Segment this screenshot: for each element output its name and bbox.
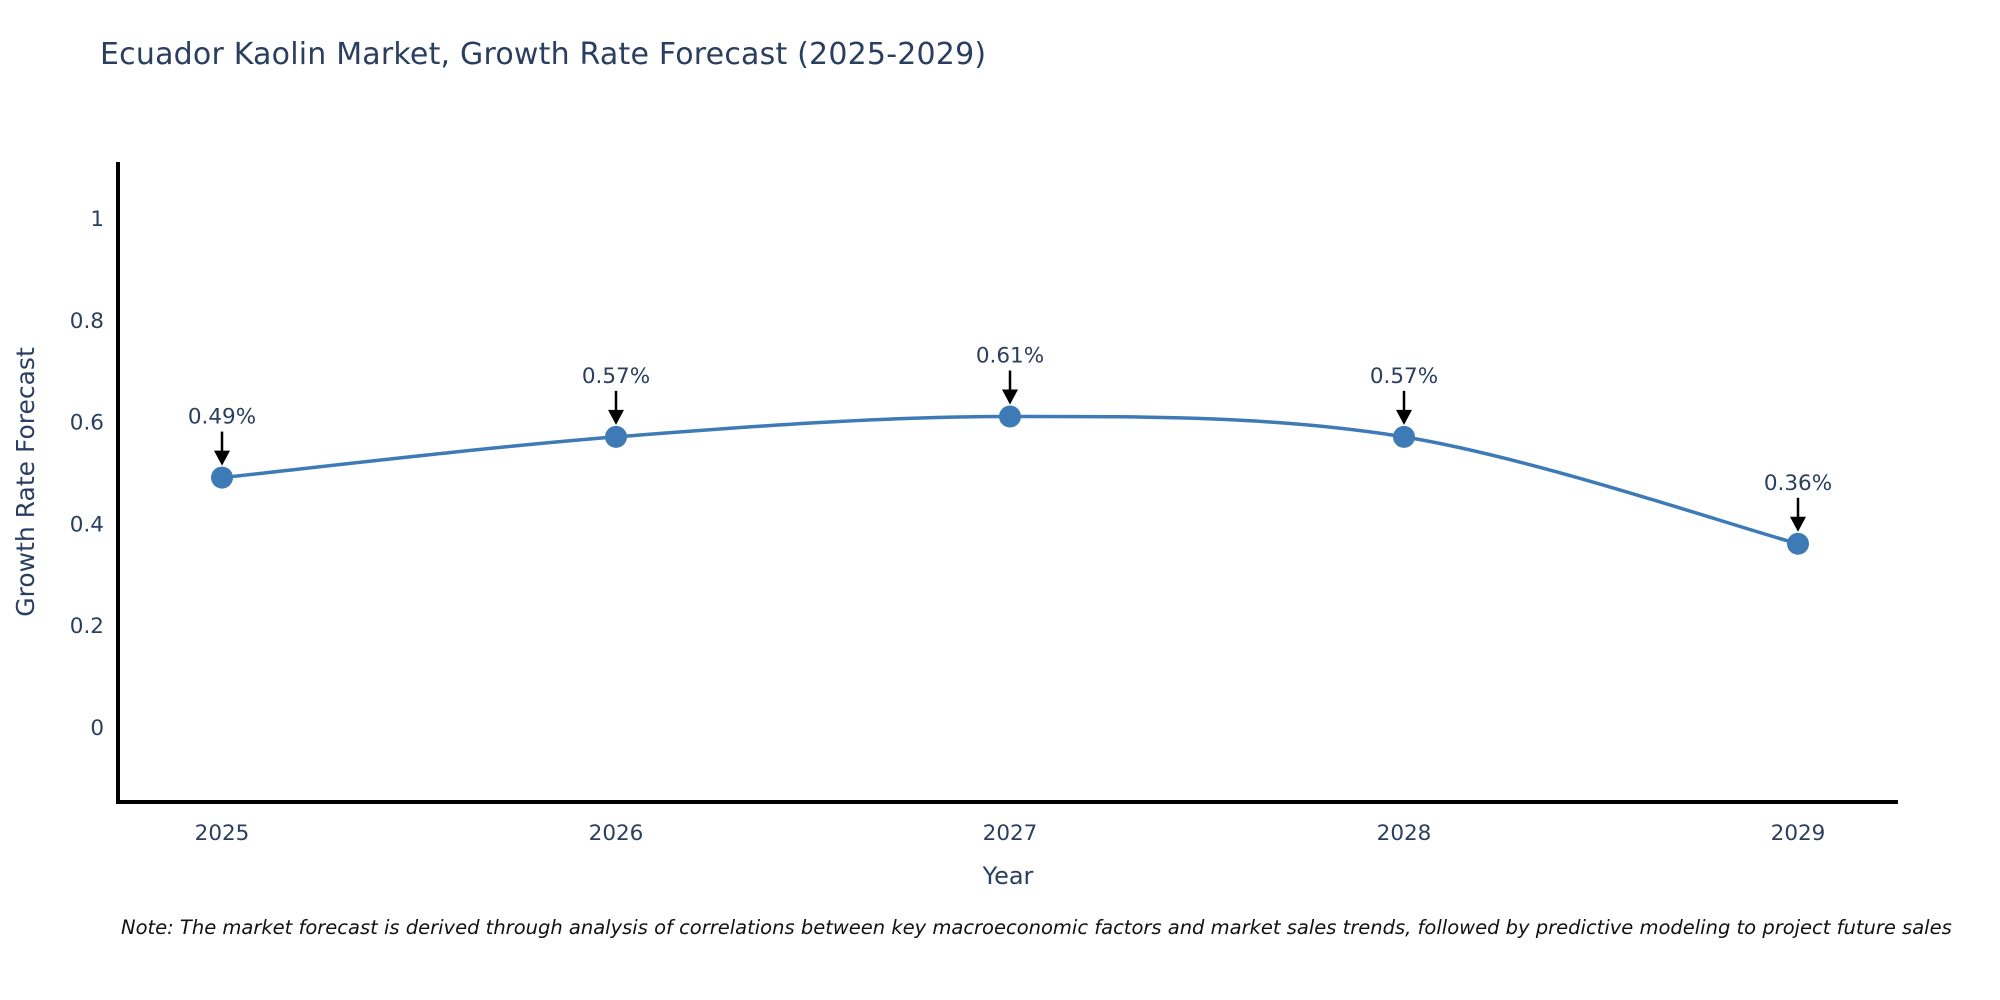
footnote: Note: The market forecast is derived thr… bbox=[121, 916, 1952, 939]
axis-lines bbox=[116, 162, 1898, 804]
y-axis-title: Growth Rate Forecast bbox=[11, 347, 40, 617]
point-annotation-label: 0.61% bbox=[976, 344, 1044, 369]
point-annotation: 0.49% bbox=[188, 405, 256, 466]
forecast-line bbox=[221, 414, 1799, 546]
y-tick-label: 0.4 bbox=[70, 512, 104, 537]
data-point-marker bbox=[1393, 425, 1415, 448]
annotation-arrowhead bbox=[1790, 516, 1806, 532]
chart-title: Ecuador Kaolin Market, Growth Rate Forec… bbox=[100, 37, 987, 72]
y-tick-label: 1 bbox=[90, 207, 104, 232]
point-annotation-label: 0.49% bbox=[188, 405, 256, 430]
point-annotations: 0.49% 0.57% 0.61% 0.57% 0.36% bbox=[188, 344, 1832, 532]
x-tick-label: 2026 bbox=[589, 821, 644, 846]
data-point-marker bbox=[999, 405, 1021, 428]
data-point-marker bbox=[211, 466, 233, 489]
point-annotation: 0.57% bbox=[582, 364, 650, 425]
y-axis-tick-labels: 0 0.2 0.4 0.6 0.8 1 bbox=[70, 207, 104, 741]
data-point-marker bbox=[605, 425, 627, 448]
x-tick-label: 2025 bbox=[195, 821, 250, 846]
x-axis-title: Year bbox=[982, 862, 1034, 890]
y-tick-label: 0.6 bbox=[70, 411, 104, 436]
data-point-markers bbox=[211, 405, 1809, 555]
annotation-arrowhead bbox=[1396, 409, 1412, 425]
y-tick-label: 0.2 bbox=[70, 614, 104, 639]
data-point-marker bbox=[1787, 532, 1809, 555]
x-tick-label: 2028 bbox=[1377, 821, 1432, 846]
point-annotation: 0.36% bbox=[1764, 471, 1832, 532]
point-annotation-label: 0.36% bbox=[1764, 471, 1832, 496]
x-axis-tick-labels: 2025 2026 2027 2028 2029 bbox=[195, 821, 1826, 846]
point-annotation-label: 0.57% bbox=[582, 364, 650, 389]
annotation-arrowhead bbox=[1002, 389, 1018, 405]
point-annotation: 0.61% bbox=[976, 344, 1044, 405]
y-tick-label: 0 bbox=[90, 716, 104, 741]
x-tick-label: 2027 bbox=[983, 821, 1038, 846]
annotation-arrowhead bbox=[608, 409, 624, 425]
annotation-arrowhead bbox=[214, 450, 230, 466]
point-annotation-label: 0.57% bbox=[1370, 364, 1438, 389]
x-tick-label: 2029 bbox=[1771, 821, 1826, 846]
y-tick-label: 0.8 bbox=[70, 309, 104, 334]
point-annotation: 0.57% bbox=[1370, 364, 1438, 425]
